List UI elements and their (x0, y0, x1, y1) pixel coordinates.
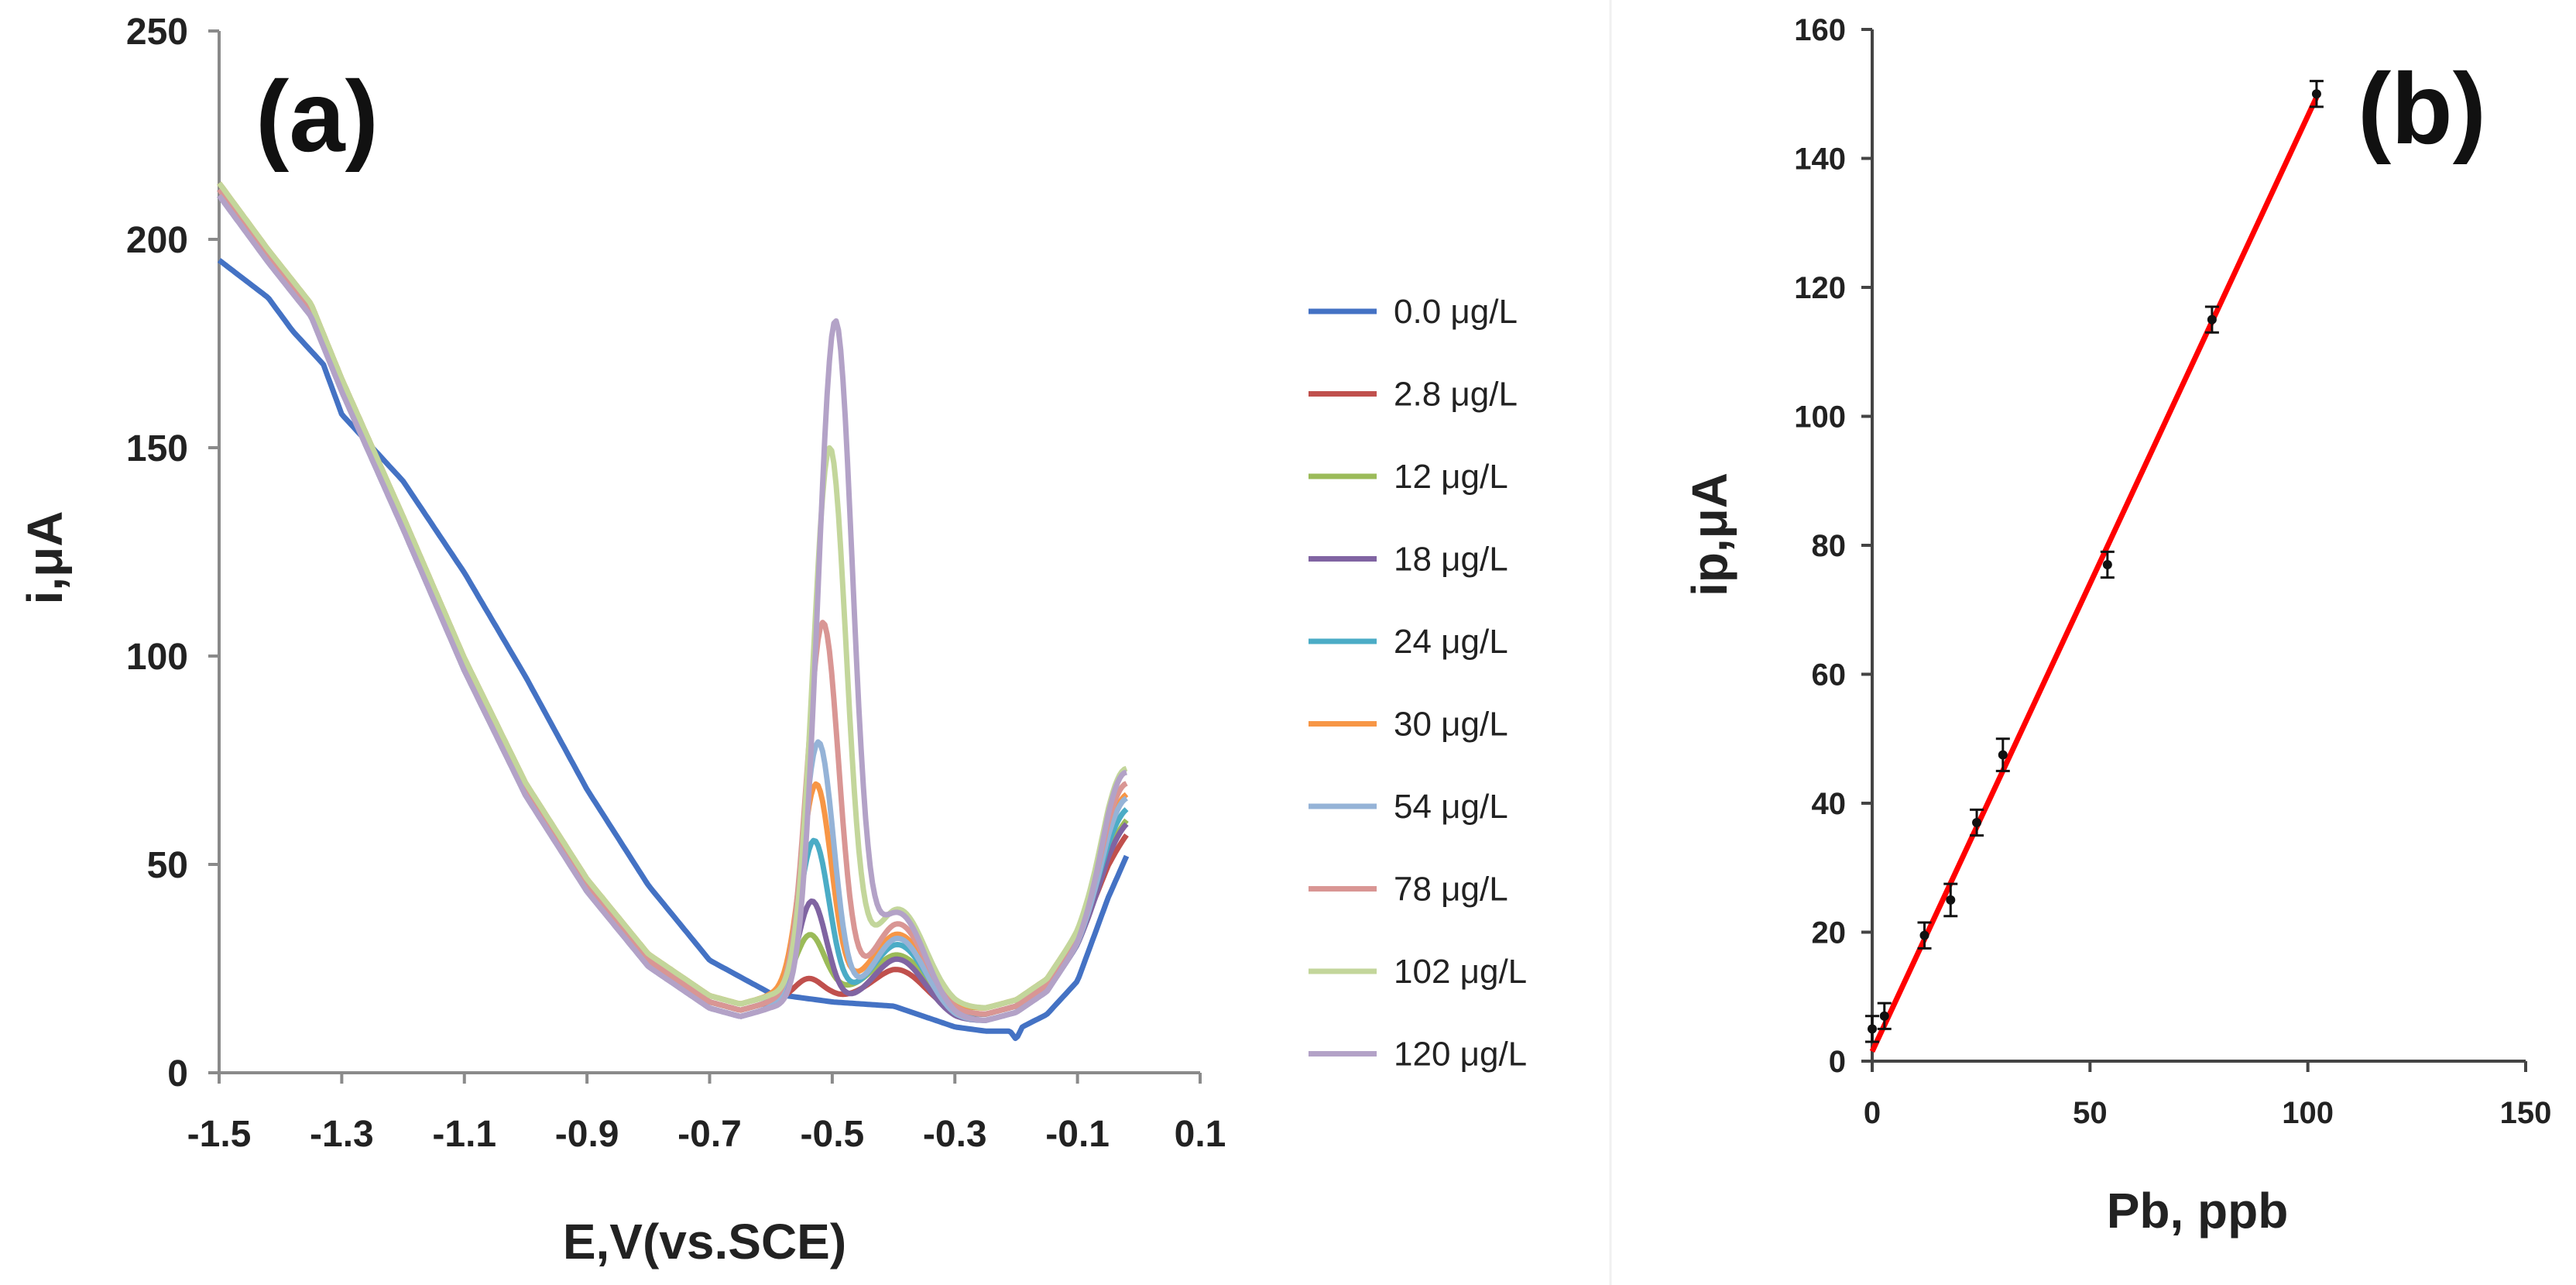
chart-b-point (2309, 80, 2324, 108)
chart-a-series-line (217, 194, 1127, 1023)
chart-b-ytick-label: 100 (1794, 400, 1846, 435)
chart-b-ytick-label: 140 (1794, 143, 1846, 177)
chart-a-ytick-label: 0 (167, 1053, 188, 1094)
chart-a-xlabel: E,V(vs.SCE) (563, 1214, 846, 1270)
chart-a-legend-item: 18 μg/L (1394, 541, 1508, 579)
chart-a-xtick-label: -1.1 (432, 1114, 496, 1155)
chart-b-xlabel: Pb, ppb (2107, 1183, 2289, 1239)
chart-a-tick-labels: 0 50 100 150 200 250 -1.5 -1.3 -1.1 -0.9 -0.7 -0.5 -… (126, 12, 1226, 1155)
chart-a-series (217, 181, 1130, 1042)
chart-a-ytick-label: 200 (126, 220, 188, 261)
chart-a-ylabel: i,μA (17, 511, 73, 605)
chart-a-series-line (217, 181, 1128, 1011)
chart-a-axes (208, 29, 1202, 1084)
chart-b-panel-label: (b) (2358, 52, 2486, 165)
chart-a-ytick-label: 50 (147, 845, 188, 886)
chart-b-ytick-label: 60 (1812, 658, 1847, 692)
chart-b-ytick-label: 120 (1794, 271, 1846, 305)
chart-b-tick-labels: 0 20 40 60 80 100 120 140 160 0 50 100 150 (1794, 13, 2551, 1130)
chart-a-legend-item: 120 μg/L (1394, 1036, 1527, 1074)
chart-a-panel-label: (a) (256, 60, 379, 173)
chart-a-legend-item: 24 μg/L (1394, 623, 1508, 661)
chart-b-points (1865, 80, 2324, 1043)
chart-b-point (2100, 550, 2115, 579)
chart-b-axes (1861, 28, 2527, 1072)
chart-a-legend-item: 30 μg/L (1394, 706, 1508, 744)
chart-b-xtick-label: 0 (1864, 1096, 1881, 1130)
chart-a-ytick-label: 250 (126, 12, 188, 53)
chart-a-xtick-label: -0.7 (677, 1114, 742, 1155)
chart-a-legend-item: 0.0 μg/L (1394, 293, 1518, 331)
chart-b-ytick-label: 80 (1812, 529, 1847, 563)
chart-b-xtick-label: 150 (2500, 1096, 2552, 1130)
chart-b: 0 20 40 60 80 100 120 140 160 0 50 100 150 (b) Pb, p… (1682, 13, 2551, 1239)
chart-b-ytick-label: 160 (1794, 13, 1846, 47)
chart-a-xtick-label: -0.5 (801, 1114, 865, 1155)
chart-a-legend: 0.0 μg/L 2.8 μg/L 12 μg/L 18 μg/L 24 μg/L 30 … (1309, 293, 1527, 1074)
chart-b-xtick-label: 100 (2282, 1096, 2334, 1130)
chart-b-point (2204, 305, 2219, 334)
chart-a-xtick-label: -0.1 (1045, 1114, 1110, 1155)
chart-b-point (1970, 808, 1984, 837)
chart-b-ytick-label: 40 (1812, 787, 1847, 821)
chart-a-xtick-label: -1.3 (310, 1114, 374, 1155)
chart-b-point (1995, 737, 2010, 772)
chart-a-xtick-label: -0.3 (923, 1114, 987, 1155)
chart-a-legend-item: 78 μg/L (1394, 871, 1508, 909)
chart-b-point (1865, 1015, 1879, 1043)
chart-b-fit (1869, 95, 2320, 1053)
chart-a-legend-item: 12 μg/L (1394, 458, 1508, 496)
chart-b-xtick-label: 50 (2073, 1096, 2108, 1130)
chart-a-xtick-label: 0.1 (1175, 1114, 1226, 1155)
chart-b-point (1943, 882, 1958, 918)
chart-a: 0 50 100 150 200 250 -1.5 -1.3 -1.1 -0.9 -0.7 -0.5 -… (17, 12, 1527, 1270)
chart-b-point (1877, 1002, 1892, 1030)
chart-b-fit-line (1869, 95, 2320, 1053)
chart-b-ylabel: ip,μA (1682, 472, 1737, 596)
chart-b-ytick-label: 20 (1812, 916, 1847, 950)
chart-a-xtick-label: -0.9 (555, 1114, 619, 1155)
chart-b-ytick-label: 0 (1829, 1045, 1846, 1079)
chart-a-legend-item: 2.8 μg/L (1394, 376, 1518, 414)
chart-a-legend-item: 102 μg/L (1394, 953, 1527, 991)
chart-a-xtick-label: -1.5 (187, 1114, 252, 1155)
chart-a-legend-item: 54 μg/L (1394, 788, 1508, 826)
chart-a-ytick-label: 100 (126, 637, 188, 678)
chart-a-ytick-label: 150 (126, 428, 188, 469)
chart-b-point (1917, 921, 1932, 950)
